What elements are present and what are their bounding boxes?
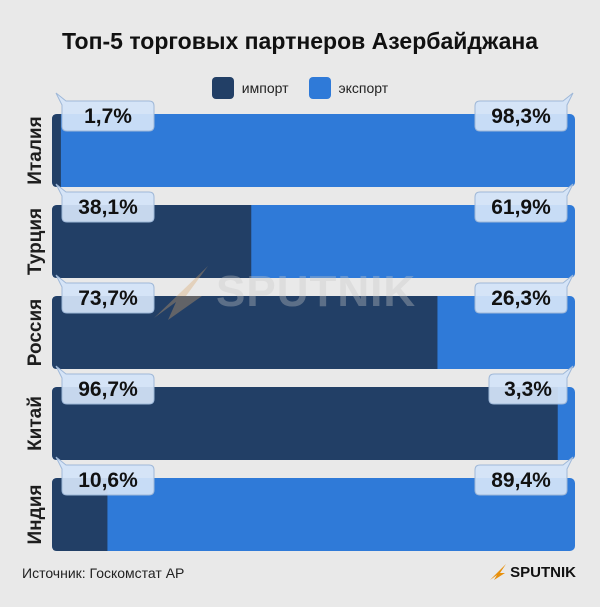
value-label-import: 38,1% bbox=[78, 196, 138, 219]
legend-swatch-export bbox=[308, 77, 331, 99]
value-bubble-import bbox=[55, 92, 155, 132]
legend-item-export: экспорт bbox=[308, 77, 389, 99]
source-note: Источник: Госкомстат АР bbox=[22, 565, 185, 581]
category-label: Россия bbox=[25, 299, 46, 366]
value-label-export: 89,4% bbox=[491, 469, 551, 492]
bar-row-4-import bbox=[52, 478, 108, 551]
value-label-import: 1,7% bbox=[84, 105, 132, 128]
value-label-import: 10,6% bbox=[78, 469, 138, 492]
bar-row-0-import bbox=[52, 114, 61, 187]
bar-row-0-export bbox=[52, 114, 575, 187]
value-label-import: 96,7% bbox=[78, 378, 138, 401]
chart-title: Топ-5 торговых партнеров Азербайджана bbox=[61, 28, 539, 54]
legend-swatch-import bbox=[211, 77, 234, 99]
value-bubble-export bbox=[474, 92, 574, 132]
category-label: Италия bbox=[25, 116, 46, 184]
category-label: Китай bbox=[25, 396, 46, 451]
value-label-export: 26,3% bbox=[491, 287, 551, 310]
legend-label-export: экспорт bbox=[338, 80, 389, 96]
brand-name: SPUTNIK bbox=[510, 563, 576, 581]
bar-row-4-export bbox=[52, 478, 575, 551]
sputnik-logo: SPUTNIK bbox=[489, 563, 576, 581]
bar-row-1-import bbox=[52, 205, 252, 278]
value-bubble-import bbox=[55, 365, 155, 405]
legend: импорт экспорт bbox=[0, 77, 600, 99]
value-bubble-import bbox=[55, 456, 155, 496]
value-bubble-export bbox=[474, 456, 574, 496]
value-bubble-export bbox=[474, 183, 574, 223]
value-label-export: 61,9% bbox=[491, 196, 551, 219]
value-label-export: 3,3% bbox=[504, 378, 552, 401]
category-label: Индия bbox=[25, 485, 46, 545]
value-label-import: 73,7% bbox=[78, 287, 138, 310]
legend-item-import: импорт bbox=[211, 77, 289, 99]
value-bubble-export bbox=[488, 365, 574, 405]
bar-row-2-import bbox=[52, 296, 438, 369]
category-label: Турция bbox=[25, 208, 46, 275]
legend-label-import: импорт bbox=[241, 80, 289, 96]
sputnik-logo-icon bbox=[490, 564, 507, 580]
value-bubble-export bbox=[474, 274, 574, 314]
value-bubble-import bbox=[55, 183, 155, 223]
value-bubble-import bbox=[55, 274, 155, 314]
value-label-export: 98,3% bbox=[491, 105, 551, 128]
bar-row-3-import bbox=[52, 387, 558, 460]
